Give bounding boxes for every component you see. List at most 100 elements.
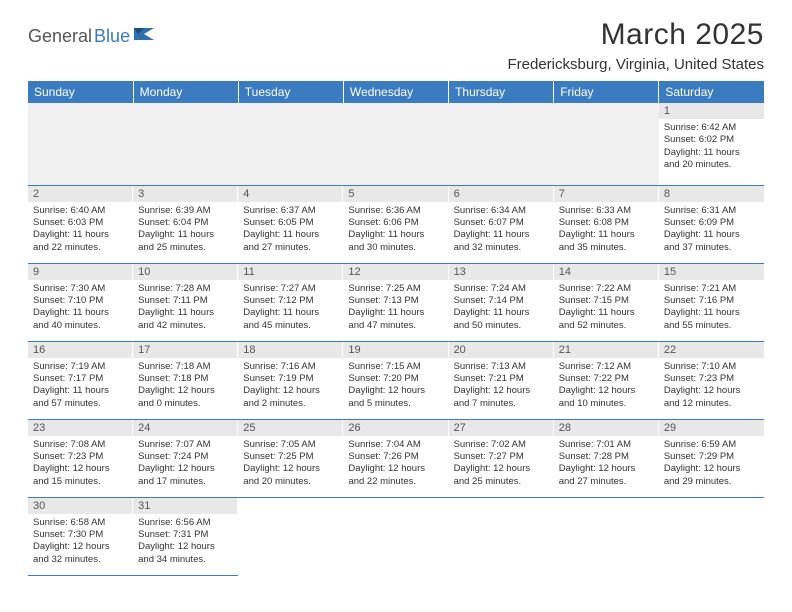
day-number: 7 bbox=[554, 186, 659, 202]
day-details: Sunrise: 7:24 AMSunset: 7:14 PMDaylight:… bbox=[449, 280, 554, 341]
calendar-cell: 15Sunrise: 7:21 AMSunset: 7:16 PMDayligh… bbox=[659, 263, 764, 341]
calendar-cell: 19Sunrise: 7:15 AMSunset: 7:20 PMDayligh… bbox=[343, 341, 448, 419]
day-details: Sunrise: 7:08 AMSunset: 7:23 PMDaylight:… bbox=[28, 436, 133, 497]
day-details: Sunrise: 6:34 AMSunset: 6:07 PMDaylight:… bbox=[449, 202, 554, 263]
day-details: Sunrise: 7:22 AMSunset: 7:15 PMDaylight:… bbox=[554, 280, 659, 341]
day-details: Sunrise: 7:25 AMSunset: 7:13 PMDaylight:… bbox=[343, 280, 448, 341]
day-details: Sunrise: 7:30 AMSunset: 7:10 PMDaylight:… bbox=[28, 280, 133, 341]
calendar-cell: 8Sunrise: 6:31 AMSunset: 6:09 PMDaylight… bbox=[659, 185, 764, 263]
day-number: 13 bbox=[449, 264, 554, 280]
day-details: Sunrise: 6:33 AMSunset: 6:08 PMDaylight:… bbox=[554, 202, 659, 263]
day-details: Sunrise: 7:05 AMSunset: 7:25 PMDaylight:… bbox=[238, 436, 343, 497]
calendar-cell bbox=[554, 497, 659, 575]
day-number: 12 bbox=[343, 264, 448, 280]
day-number: 15 bbox=[659, 264, 764, 280]
calendar-cell: 26Sunrise: 7:04 AMSunset: 7:26 PMDayligh… bbox=[343, 419, 448, 497]
day-details: Sunrise: 6:58 AMSunset: 7:30 PMDaylight:… bbox=[28, 514, 133, 575]
calendar-cell bbox=[133, 103, 238, 185]
day-details: Sunrise: 7:21 AMSunset: 7:16 PMDaylight:… bbox=[659, 280, 764, 341]
day-details: Sunrise: 7:02 AMSunset: 7:27 PMDaylight:… bbox=[449, 436, 554, 497]
day-details: Sunrise: 6:40 AMSunset: 6:03 PMDaylight:… bbox=[28, 202, 133, 263]
calendar-cell: 29Sunrise: 6:59 AMSunset: 7:29 PMDayligh… bbox=[659, 419, 764, 497]
calendar-cell: 27Sunrise: 7:02 AMSunset: 7:27 PMDayligh… bbox=[449, 419, 554, 497]
weekday-header: Monday bbox=[133, 81, 238, 103]
calendar-cell: 7Sunrise: 6:33 AMSunset: 6:08 PMDaylight… bbox=[554, 185, 659, 263]
calendar-cell: 17Sunrise: 7:18 AMSunset: 7:18 PMDayligh… bbox=[133, 341, 238, 419]
day-number: 2 bbox=[28, 186, 133, 202]
calendar-cell: 20Sunrise: 7:13 AMSunset: 7:21 PMDayligh… bbox=[449, 341, 554, 419]
calendar-cell: 23Sunrise: 7:08 AMSunset: 7:23 PMDayligh… bbox=[28, 419, 133, 497]
weekday-header: Saturday bbox=[659, 81, 764, 103]
page-title: March 2025 bbox=[507, 18, 764, 52]
logo-text-blue: Blue bbox=[94, 26, 130, 47]
day-number: 6 bbox=[449, 186, 554, 202]
day-details: Sunrise: 7:12 AMSunset: 7:22 PMDaylight:… bbox=[554, 358, 659, 419]
day-number: 17 bbox=[133, 342, 238, 358]
calendar-cell bbox=[343, 103, 448, 185]
calendar-cell bbox=[449, 497, 554, 575]
calendar-cell: 11Sunrise: 7:27 AMSunset: 7:12 PMDayligh… bbox=[238, 263, 343, 341]
weekday-header: Sunday bbox=[28, 81, 133, 103]
day-number: 5 bbox=[343, 186, 448, 202]
logo: GeneralBlue bbox=[28, 18, 156, 47]
day-details: Sunrise: 7:07 AMSunset: 7:24 PMDaylight:… bbox=[133, 436, 238, 497]
day-details: Sunrise: 7:27 AMSunset: 7:12 PMDaylight:… bbox=[238, 280, 343, 341]
day-details: Sunrise: 7:28 AMSunset: 7:11 PMDaylight:… bbox=[133, 280, 238, 341]
day-details: Sunrise: 6:36 AMSunset: 6:06 PMDaylight:… bbox=[343, 202, 448, 263]
calendar-cell: 21Sunrise: 7:12 AMSunset: 7:22 PMDayligh… bbox=[554, 341, 659, 419]
calendar-cell: 16Sunrise: 7:19 AMSunset: 7:17 PMDayligh… bbox=[28, 341, 133, 419]
day-details: Sunrise: 7:15 AMSunset: 7:20 PMDaylight:… bbox=[343, 358, 448, 419]
day-number: 30 bbox=[28, 498, 133, 514]
calendar-cell: 31Sunrise: 6:56 AMSunset: 7:31 PMDayligh… bbox=[133, 497, 238, 575]
calendar-cell: 1Sunrise: 6:42 AMSunset: 6:02 PMDaylight… bbox=[659, 103, 764, 185]
day-number: 27 bbox=[449, 420, 554, 436]
day-details: Sunrise: 7:10 AMSunset: 7:23 PMDaylight:… bbox=[659, 358, 764, 419]
calendar-cell: 5Sunrise: 6:36 AMSunset: 6:06 PMDaylight… bbox=[343, 185, 448, 263]
day-details: Sunrise: 6:59 AMSunset: 7:29 PMDaylight:… bbox=[659, 436, 764, 497]
day-details: Sunrise: 7:01 AMSunset: 7:28 PMDaylight:… bbox=[554, 436, 659, 497]
calendar-cell: 6Sunrise: 6:34 AMSunset: 6:07 PMDaylight… bbox=[449, 185, 554, 263]
day-number: 29 bbox=[659, 420, 764, 436]
day-details: Sunrise: 7:18 AMSunset: 7:18 PMDaylight:… bbox=[133, 358, 238, 419]
calendar-cell: 14Sunrise: 7:22 AMSunset: 7:15 PMDayligh… bbox=[554, 263, 659, 341]
day-number: 4 bbox=[238, 186, 343, 202]
calendar-cell: 22Sunrise: 7:10 AMSunset: 7:23 PMDayligh… bbox=[659, 341, 764, 419]
calendar-cell bbox=[238, 497, 343, 575]
calendar-cell bbox=[343, 497, 448, 575]
calendar-cell: 18Sunrise: 7:16 AMSunset: 7:19 PMDayligh… bbox=[238, 341, 343, 419]
day-number: 3 bbox=[133, 186, 238, 202]
day-number: 1 bbox=[659, 103, 764, 119]
calendar-cell: 9Sunrise: 7:30 AMSunset: 7:10 PMDaylight… bbox=[28, 263, 133, 341]
calendar-table: SundayMondayTuesdayWednesdayThursdayFrid… bbox=[28, 81, 764, 576]
weekday-header: Thursday bbox=[449, 81, 554, 103]
day-number: 28 bbox=[554, 420, 659, 436]
calendar-cell: 24Sunrise: 7:07 AMSunset: 7:24 PMDayligh… bbox=[133, 419, 238, 497]
day-details: Sunrise: 6:56 AMSunset: 7:31 PMDaylight:… bbox=[133, 514, 238, 575]
flag-icon bbox=[134, 26, 156, 47]
day-number: 21 bbox=[554, 342, 659, 358]
day-details: Sunrise: 6:39 AMSunset: 6:04 PMDaylight:… bbox=[133, 202, 238, 263]
calendar-cell: 13Sunrise: 7:24 AMSunset: 7:14 PMDayligh… bbox=[449, 263, 554, 341]
day-number: 20 bbox=[449, 342, 554, 358]
day-number: 23 bbox=[28, 420, 133, 436]
calendar-cell bbox=[659, 497, 764, 575]
location-text: Fredericksburg, Virginia, United States bbox=[507, 56, 764, 73]
calendar-cell: 2Sunrise: 6:40 AMSunset: 6:03 PMDaylight… bbox=[28, 185, 133, 263]
day-number: 10 bbox=[133, 264, 238, 280]
day-number: 11 bbox=[238, 264, 343, 280]
day-details: Sunrise: 7:19 AMSunset: 7:17 PMDaylight:… bbox=[28, 358, 133, 419]
weekday-header: Friday bbox=[554, 81, 659, 103]
day-details: Sunrise: 6:37 AMSunset: 6:05 PMDaylight:… bbox=[238, 202, 343, 263]
calendar-cell: 3Sunrise: 6:39 AMSunset: 6:04 PMDaylight… bbox=[133, 185, 238, 263]
calendar-cell bbox=[554, 103, 659, 185]
day-details: Sunrise: 6:31 AMSunset: 6:09 PMDaylight:… bbox=[659, 202, 764, 263]
day-number: 26 bbox=[343, 420, 448, 436]
calendar-cell: 10Sunrise: 7:28 AMSunset: 7:11 PMDayligh… bbox=[133, 263, 238, 341]
calendar-cell: 30Sunrise: 6:58 AMSunset: 7:30 PMDayligh… bbox=[28, 497, 133, 575]
calendar-cell: 4Sunrise: 6:37 AMSunset: 6:05 PMDaylight… bbox=[238, 185, 343, 263]
day-number: 24 bbox=[133, 420, 238, 436]
day-number: 19 bbox=[343, 342, 448, 358]
day-details: Sunrise: 7:04 AMSunset: 7:26 PMDaylight:… bbox=[343, 436, 448, 497]
day-number: 25 bbox=[238, 420, 343, 436]
day-number: 16 bbox=[28, 342, 133, 358]
